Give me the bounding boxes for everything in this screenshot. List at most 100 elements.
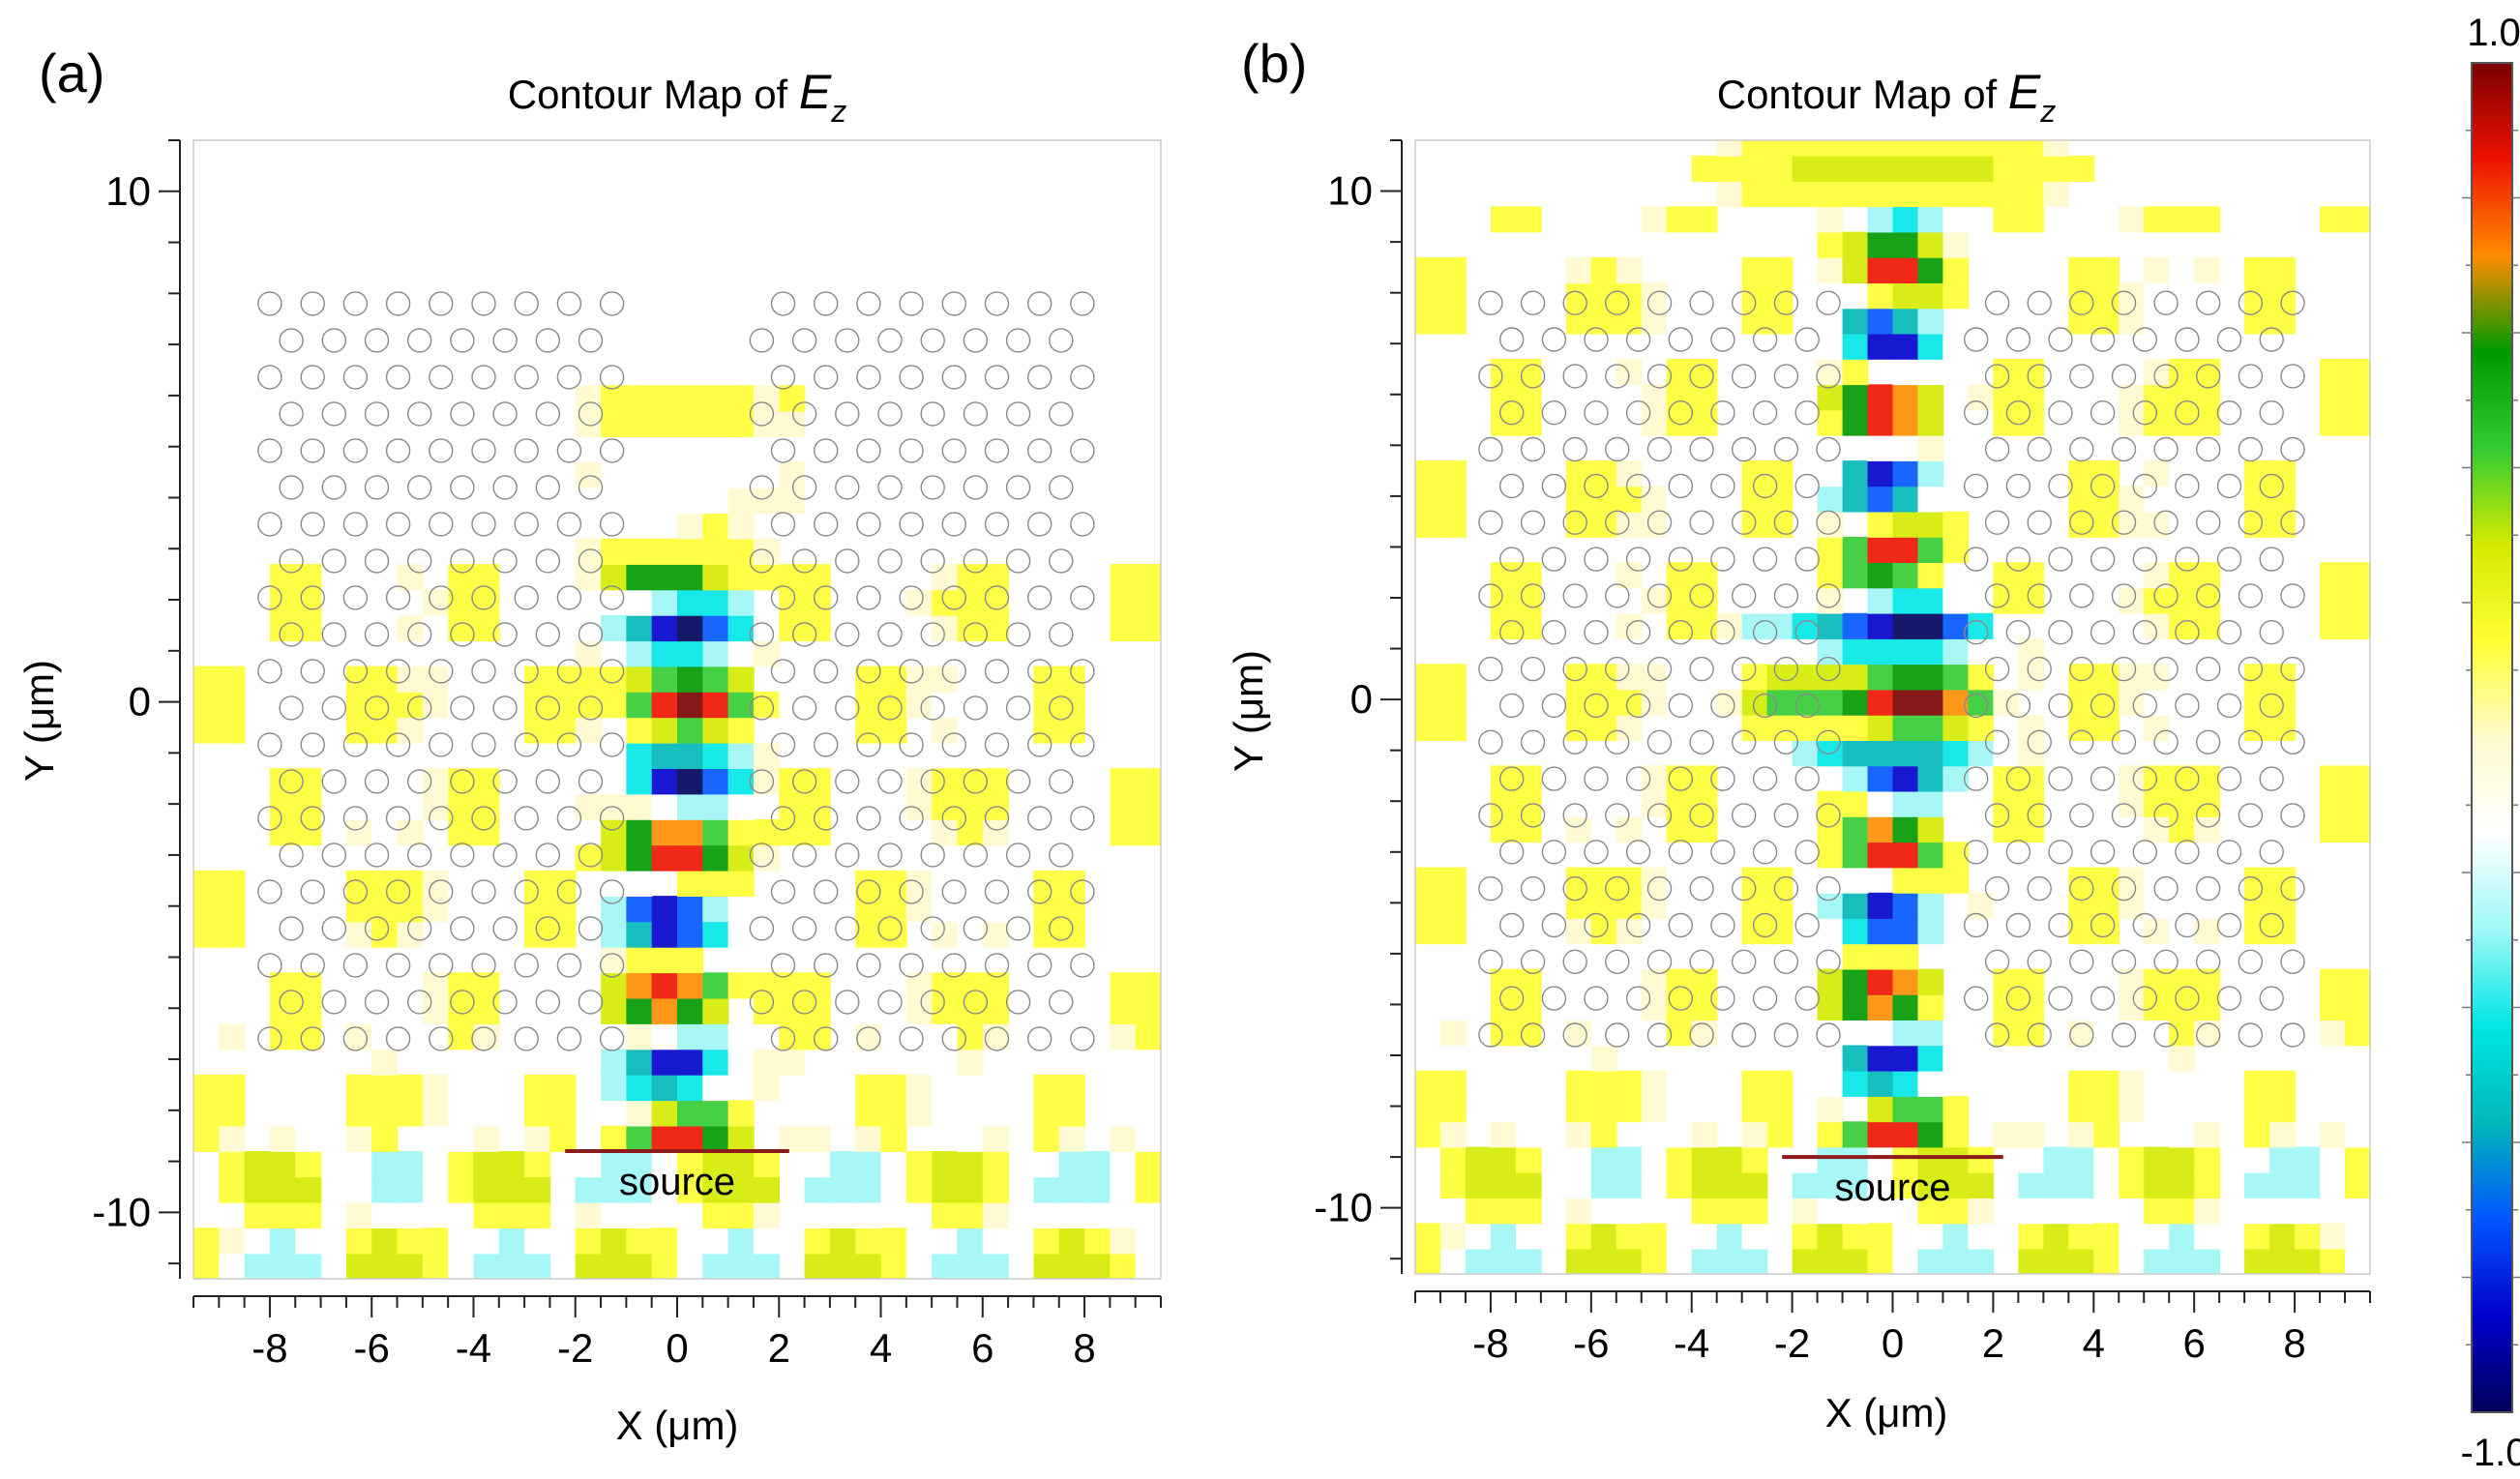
field-cell <box>2043 1248 2070 1274</box>
rod <box>2005 400 2031 426</box>
field-cell <box>1490 256 1517 283</box>
field-cell <box>1033 1100 1060 1127</box>
field-cell <box>345 921 372 948</box>
rod <box>1541 766 1567 791</box>
field-cell <box>498 1253 525 1279</box>
field-cell <box>1135 997 1161 1024</box>
field-cell <box>982 1074 1009 1102</box>
rod <box>2195 875 2221 902</box>
field-cell <box>2068 409 2095 436</box>
field-cell <box>880 1176 907 1203</box>
rod <box>2132 620 2158 645</box>
field-cell <box>1766 689 1794 716</box>
field-cell <box>1515 1070 1542 1097</box>
field-cell <box>1490 282 1517 310</box>
rod <box>1710 986 1735 1011</box>
field-cell <box>1741 765 1768 792</box>
field-cell <box>1135 1100 1161 1127</box>
rod <box>257 438 282 463</box>
field-cell <box>1641 1248 1668 1274</box>
field-cell <box>651 768 678 795</box>
field-cell <box>601 614 628 642</box>
field-cell <box>1565 689 1592 716</box>
field-cell <box>1666 409 1693 436</box>
rod <box>1562 803 1587 828</box>
rod <box>2280 583 2305 608</box>
field-cell <box>1817 689 1844 716</box>
field-cell <box>524 1228 551 1255</box>
field-cell <box>601 896 628 923</box>
rod <box>1498 912 1525 938</box>
field-cell <box>549 870 577 897</box>
rod <box>578 916 604 941</box>
field-cell <box>575 1228 602 1255</box>
field-cell <box>1917 1198 1944 1225</box>
field-cell <box>779 717 806 744</box>
field-cell <box>601 692 628 719</box>
field-cell <box>702 717 729 744</box>
field-cell <box>1917 256 1944 283</box>
field-cell <box>1590 587 1617 614</box>
field-cell <box>601 538 628 565</box>
field-cell <box>2320 409 2346 436</box>
rod <box>342 585 369 610</box>
field-cell <box>1892 612 1919 639</box>
rod <box>1562 949 1587 974</box>
rod <box>2132 986 2158 1011</box>
field-cell <box>2295 1223 2321 1250</box>
field-cell <box>677 997 704 1024</box>
field-cell <box>727 793 755 820</box>
rod <box>2195 803 2221 828</box>
field-cell <box>779 692 806 719</box>
rod <box>2175 473 2200 499</box>
field-cell <box>677 385 704 412</box>
field-cell <box>2144 1070 2170 1097</box>
field-cell <box>1817 664 1844 691</box>
field-cell <box>549 921 577 948</box>
field-cell <box>1892 486 1919 513</box>
field-cell <box>1917 612 1944 639</box>
field-cell <box>2043 1171 2070 1198</box>
rod <box>257 953 282 978</box>
rod <box>385 806 411 831</box>
field-cell <box>1490 1198 1517 1225</box>
rod <box>385 585 411 610</box>
field-cell <box>1415 1070 1441 1097</box>
field-cell <box>855 614 882 642</box>
field-cell <box>829 1201 856 1228</box>
rod <box>2132 473 2158 499</box>
field-cell <box>601 997 628 1024</box>
field-cell <box>1691 587 1718 614</box>
rod <box>984 585 1010 610</box>
rod <box>2175 620 2200 645</box>
rod <box>556 659 582 684</box>
rod <box>1773 290 1799 315</box>
field-cell <box>2269 892 2296 919</box>
rod <box>578 401 604 427</box>
field-cell <box>1867 1020 1894 1047</box>
field-cell <box>677 717 704 744</box>
field-cell <box>371 717 399 744</box>
rod <box>429 438 454 463</box>
rod <box>321 622 346 647</box>
rod <box>1049 916 1074 941</box>
rod <box>877 695 903 721</box>
rod <box>1689 1022 1714 1048</box>
rod <box>984 291 1010 316</box>
field-cell <box>651 461 678 488</box>
field-cell <box>2345 587 2370 614</box>
field-cell <box>2244 511 2270 538</box>
field-cell <box>855 1176 882 1203</box>
field-cell <box>1993 486 2020 513</box>
field-cell <box>677 666 704 693</box>
field-cell <box>1842 231 1869 258</box>
field-cell <box>295 614 322 642</box>
rod <box>257 585 282 610</box>
field-cell <box>219 1074 246 1102</box>
field-cell <box>727 461 755 488</box>
field-cell <box>626 640 653 667</box>
rod <box>2111 803 2137 828</box>
rod <box>1541 912 1567 938</box>
field-cell <box>1917 1121 1944 1148</box>
field-cell <box>1716 1248 1743 1274</box>
